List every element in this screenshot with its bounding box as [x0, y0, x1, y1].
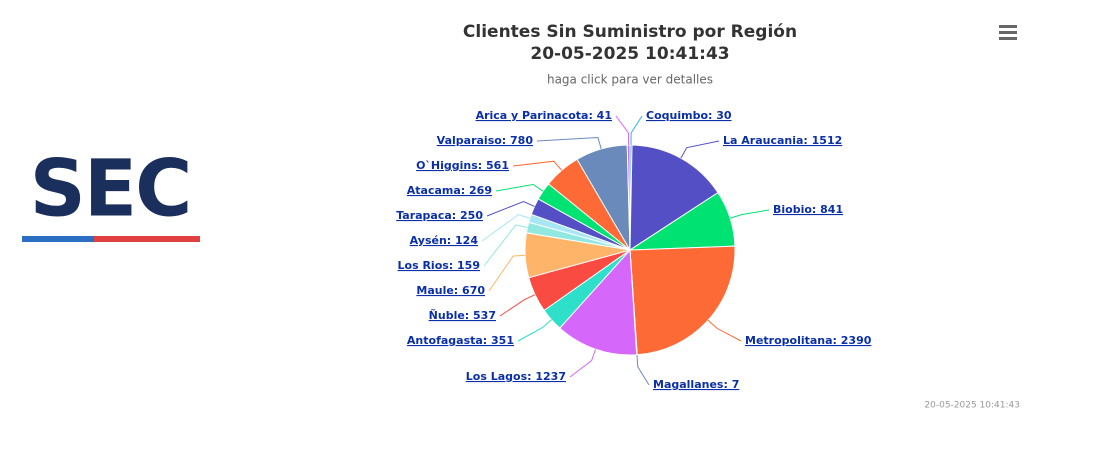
chart-title-date: 20-05-2025 10:41:43 [530, 44, 729, 64]
data-label[interactable]: Los Rios: 159 [398, 259, 480, 272]
data-label[interactable]: Atacama: 269 [407, 184, 492, 197]
connector [483, 224, 528, 267]
data-label[interactable]: Los Lagos: 1237 [466, 370, 566, 383]
data-label[interactable]: Arica y Parinacota: 41 [476, 109, 612, 122]
data-label[interactable]: La Araucania: 1512 [723, 134, 842, 147]
data-label[interactable]: Coquimbo: 30 [646, 109, 732, 122]
pie-slice[interactable] [629, 144, 719, 251]
menu-line [999, 37, 1017, 40]
connector [481, 214, 531, 242]
connector [486, 200, 535, 217]
connector [488, 254, 526, 292]
pie-slice[interactable] [626, 144, 631, 251]
connector [536, 136, 602, 150]
logo-bar [94, 236, 200, 242]
connector [636, 354, 650, 386]
data-label[interactable]: Antofagasta: 351 [407, 334, 514, 347]
connector [517, 319, 552, 342]
connector [729, 209, 770, 219]
logo-bar [22, 236, 94, 242]
data-label[interactable]: Metropolitana: 2390 [745, 334, 872, 347]
chart-title: Clientes Sin Suministro por Región [463, 22, 797, 42]
data-label[interactable]: Valparaiso: 780 [437, 134, 534, 147]
data-label[interactable]: Magallanes: 7 [653, 378, 739, 391]
connector [512, 160, 563, 171]
menu-line [999, 25, 1017, 28]
pie-slice[interactable] [629, 245, 736, 356]
data-label[interactable]: Aysén: 124 [410, 234, 479, 247]
connector [680, 140, 720, 159]
chart-subtitle: haga click para ver detalles [547, 73, 713, 87]
connector [499, 294, 536, 317]
data-label[interactable]: Biobio: 841 [773, 203, 843, 216]
menu-button[interactable] [999, 25, 1017, 40]
connector [707, 319, 742, 342]
credits: 20-05-2025 10:41:43 [924, 401, 1020, 411]
connector [495, 183, 544, 192]
connector [630, 115, 643, 146]
data-label[interactable]: Maule: 670 [416, 284, 485, 297]
data-label[interactable]: Tarapaca: 250 [396, 209, 483, 222]
data-label[interactable]: Ñuble: 537 [429, 309, 496, 322]
logo: SEC [30, 144, 191, 234]
data-label[interactable]: O`Higgins: 561 [416, 159, 509, 172]
menu-line [999, 31, 1017, 34]
connector [569, 349, 597, 378]
connector [615, 115, 630, 146]
